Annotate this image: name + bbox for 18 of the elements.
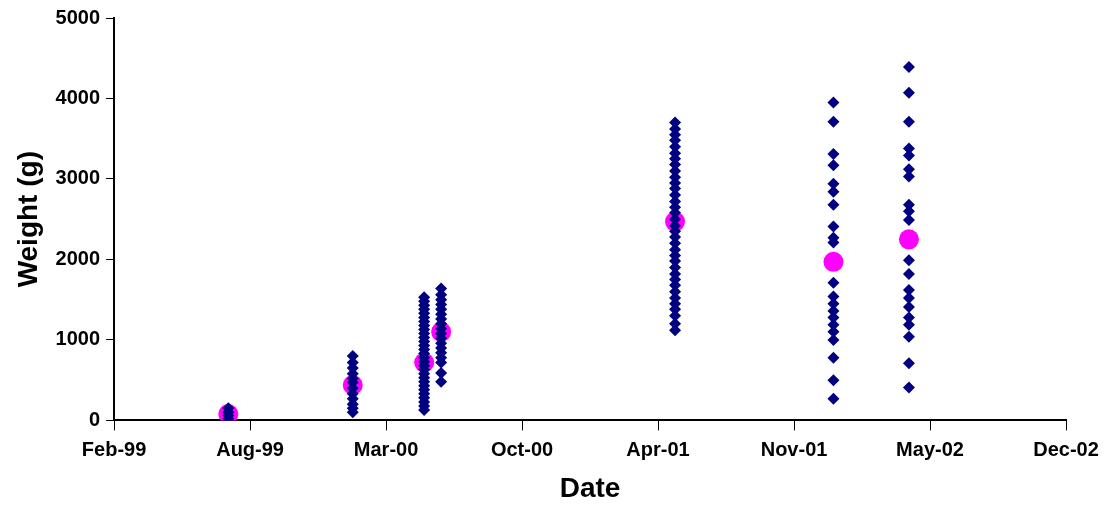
y-tick-label: 0 [88, 407, 101, 430]
point [823, 251, 844, 272]
x-tick-label: Feb-99 [81, 437, 147, 460]
x-tick-label: Dec-02 [1033, 437, 1099, 460]
x-tick-label: Oct-00 [490, 437, 554, 460]
y-axis-title: Weight (g) [11, 151, 43, 288]
x-tick-label: Mar-00 [353, 437, 419, 460]
y-tick-label: 1000 [55, 327, 101, 350]
point [898, 229, 919, 250]
x-tick-label: Aug-99 [216, 437, 284, 460]
y-tick-label: 3000 [55, 166, 101, 189]
y-tick-label: 5000 [55, 5, 101, 28]
x-axis-title: Date [559, 471, 621, 503]
y-tick-label: 2000 [55, 246, 101, 269]
x-tick-label: Nov-01 [760, 437, 828, 460]
x-tick-label: Apr-01 [626, 437, 690, 460]
x-tick-label: May-02 [896, 437, 964, 460]
y-tick-label: 4000 [55, 86, 101, 108]
